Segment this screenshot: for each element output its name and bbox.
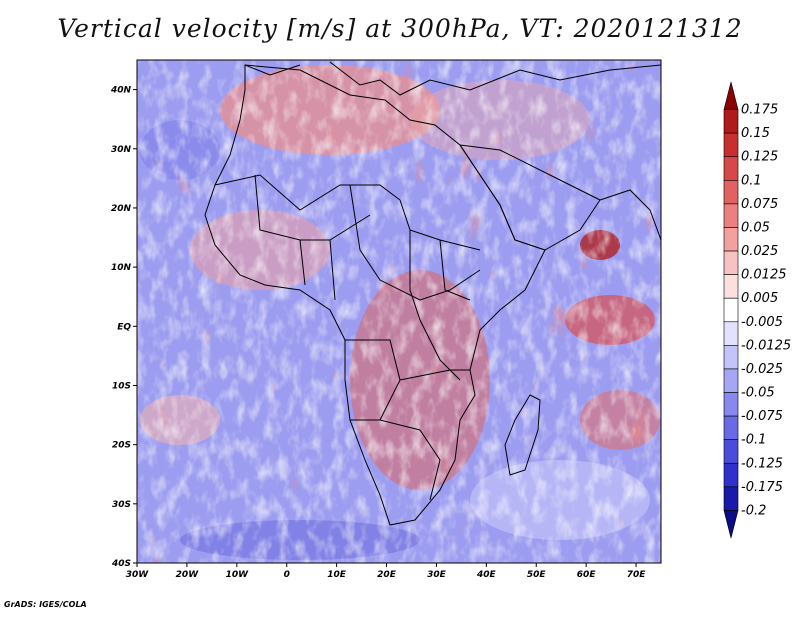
colorbar-swatch	[723, 297, 739, 323]
colorbar-label: 0.15	[741, 126, 770, 141]
colorbar-label: 0.025	[741, 244, 778, 259]
x-tick-label: 50E	[527, 570, 547, 580]
colorbar-swatch	[723, 392, 739, 417]
y-tick-label: 40S	[111, 559, 131, 569]
footer-credit: GrADS: IGES/COLA	[4, 600, 87, 609]
y-tick-label: 20N	[111, 204, 132, 214]
colorbar-swatch	[723, 81, 739, 110]
colorbar-swatch	[723, 250, 739, 275]
x-tick-label: 20W	[176, 570, 200, 580]
y-tick-label: 10S	[112, 381, 131, 391]
colorbar-swatch	[723, 439, 739, 464]
y-tick-label: 30S	[112, 500, 131, 510]
x-tick-label: 30E	[427, 570, 447, 580]
map-frame	[136, 59, 662, 564]
x-axis: 30W 20W 10W 0 10E 20E 30E 40E 50E 60E 70E	[126, 563, 646, 580]
colorbar-swatch	[723, 227, 739, 252]
y-tick-label: 30N	[111, 145, 132, 155]
colorbar-swatch	[723, 274, 739, 299]
colorbar-swatch	[723, 156, 739, 181]
colorbar-label: 0.05	[741, 220, 770, 235]
y-tick-label: EQ	[117, 322, 131, 332]
colorbar-label: -0.2	[741, 503, 766, 518]
colorbar-label: 0.1	[741, 173, 762, 188]
colorbar-label: -0.005	[741, 315, 783, 330]
x-tick-label: 10E	[327, 570, 347, 580]
y-tick-label: 10N	[111, 263, 132, 273]
velocity-field	[137, 60, 661, 563]
colorbar-swatch	[723, 203, 739, 228]
colorbar-swatch	[723, 321, 739, 346]
x-tick-label: 20E	[377, 570, 397, 580]
x-tick-label: 60E	[577, 570, 597, 580]
y-axis: 40N 30N 20N 10N EQ 10S 20S 30S 40S	[110, 86, 137, 569]
x-tick-label: 0	[284, 570, 290, 580]
colorbar-label: 0.005	[741, 291, 778, 306]
colorbar-label: 0.0125	[741, 268, 787, 283]
colorbar-label: -0.175	[741, 480, 783, 495]
y-tick-label: 40N	[110, 86, 132, 96]
colorbar-swatch	[723, 510, 739, 539]
colorbar-swatch	[723, 415, 739, 440]
colorbar: 0.175 0.15 0.125 0.1 0.075 0.05 0.025 0.0125 0.0…	[723, 81, 791, 539]
colorbar-label: 0.075	[741, 197, 778, 212]
x-tick-label: 30W	[126, 570, 150, 580]
colorbar-swatch	[723, 486, 739, 511]
colorbar-swatch	[723, 345, 739, 370]
colorbar-label: -0.0125	[741, 338, 791, 353]
colorbar-label: -0.025	[741, 362, 783, 377]
colorbar-label: -0.125	[741, 456, 783, 471]
colorbar-swatch	[723, 462, 739, 488]
x-tick-label: 10W	[226, 570, 250, 580]
colorbar-label: -0.075	[741, 409, 783, 424]
x-tick-label: 40E	[476, 570, 497, 580]
x-tick-label: 70E	[627, 570, 647, 580]
y-tick-label: 20S	[112, 441, 131, 451]
colorbar-label: -0.05	[741, 386, 775, 401]
chart-title: Vertical velocity [m/s] at 300hPa, VT: 2…	[57, 14, 743, 43]
colorbar-swatch	[723, 180, 739, 205]
colorbar-label: 0.175	[741, 103, 778, 118]
colorbar-swatch	[723, 109, 739, 134]
coastlines	[204, 61, 661, 526]
colorbar-swatch	[723, 132, 739, 158]
colorbar-label: 0.125	[741, 150, 778, 165]
colorbar-swatch	[723, 368, 739, 393]
colorbar-label: -0.1	[741, 433, 766, 448]
